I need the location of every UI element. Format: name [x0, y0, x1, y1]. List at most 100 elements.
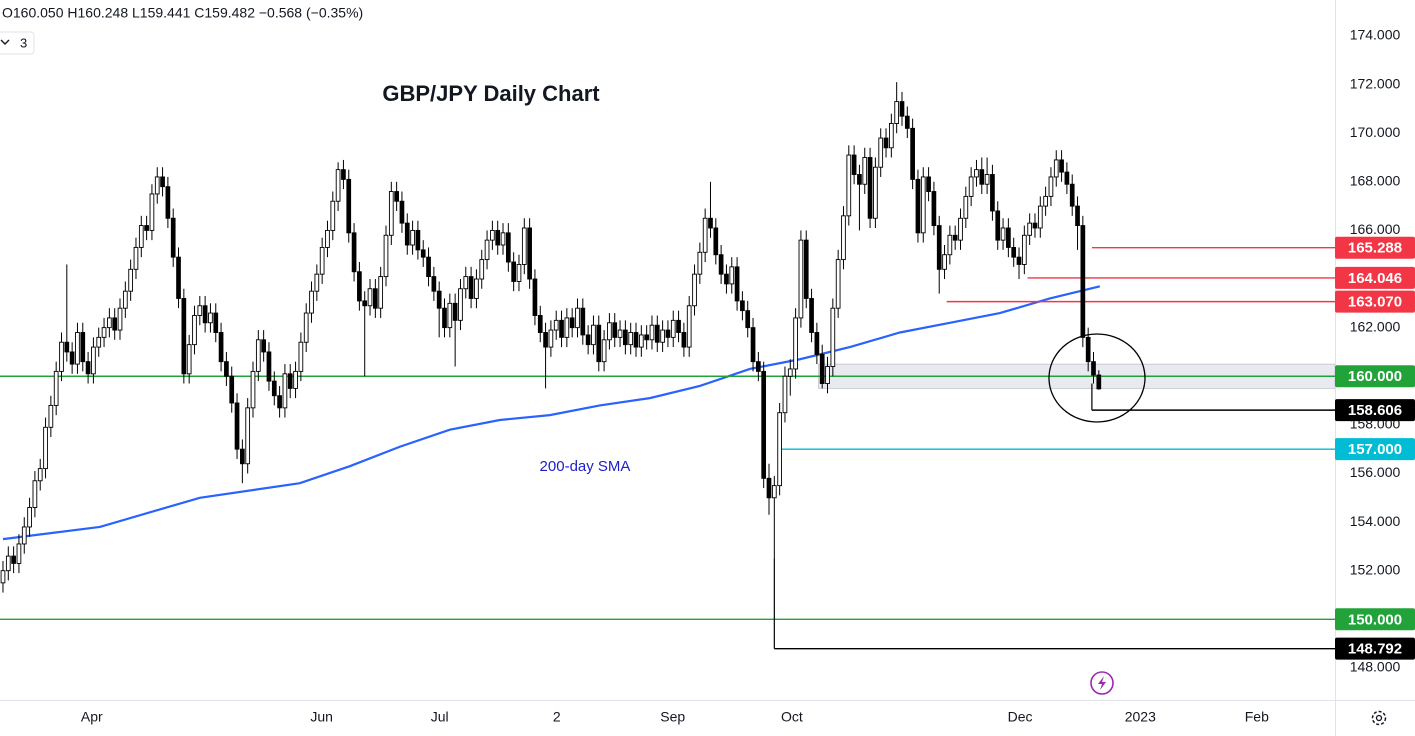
- candle-body: [27, 507, 32, 528]
- candle-body: [708, 217, 713, 229]
- candle-body: [101, 327, 107, 338]
- level-label: 163.070: [1348, 294, 1402, 311]
- candle-body: [314, 273, 320, 292]
- candle-body: [1016, 256, 1022, 265]
- candle-body: [617, 329, 623, 338]
- candle-body: [170, 217, 176, 258]
- candle-body: [591, 324, 596, 346]
- candle-body: [1075, 205, 1080, 227]
- candle-body: [878, 137, 884, 168]
- level-label-box: [1335, 399, 1415, 422]
- candle-body: [234, 402, 240, 450]
- candle-body: [383, 234, 389, 278]
- candle-body: [974, 169, 979, 178]
- candle-body: [309, 290, 314, 314]
- candle-body: [888, 123, 894, 149]
- candle-body: [585, 334, 591, 346]
- settings-icon[interactable]: [1371, 710, 1387, 726]
- candle-body: [21, 526, 27, 545]
- candle-body: [740, 300, 745, 312]
- candle-body: [1053, 159, 1059, 178]
- candle-body: [623, 329, 628, 346]
- candle-body: [756, 361, 761, 372]
- lightning-bolt[interactable]: [1098, 676, 1106, 690]
- candle-body: [851, 154, 857, 175]
- candle-body: [303, 312, 309, 343]
- candle-body: [117, 307, 123, 331]
- candle-body: [1021, 234, 1027, 265]
- level-label: 160.000: [1348, 368, 1402, 385]
- ohlc-legend: O160.050 H160.248 L159.441 C159.482 −0.5…: [2, 5, 363, 21]
- candle-body: [32, 480, 38, 508]
- candle-body: [537, 315, 543, 333]
- candle-body: [420, 249, 426, 258]
- candle-body: [931, 191, 937, 227]
- candle-body: [575, 307, 580, 329]
- candle-body: [1037, 205, 1043, 229]
- candle-body: [958, 217, 963, 241]
- candle-body: [569, 317, 575, 329]
- y-tick-label: 174.000: [1350, 27, 1401, 43]
- lightning-ring[interactable]: [1090, 671, 1114, 695]
- candle-body: [426, 256, 431, 278]
- candle-body: [330, 200, 336, 231]
- candle-body: [250, 370, 256, 409]
- candle-body: [596, 324, 602, 363]
- candle-body: [261, 339, 266, 353]
- candle-body: [282, 373, 288, 409]
- candle-body: [527, 227, 532, 280]
- candle-body: [782, 375, 788, 414]
- candle-body: [926, 176, 931, 192]
- candle-body: [208, 312, 213, 324]
- candle-body: [1043, 195, 1048, 207]
- candle-body: [154, 176, 160, 195]
- indicator-count[interactable]: 3: [20, 35, 27, 50]
- candle-body: [37, 468, 43, 482]
- candle-body: [107, 317, 112, 329]
- candle-body: [213, 312, 219, 333]
- gear-inner[interactable]: [1375, 714, 1383, 722]
- gear-outer[interactable]: [1371, 710, 1387, 726]
- candle-body: [415, 229, 421, 251]
- chevron-icon[interactable]: [0, 39, 10, 45]
- candle-body: [5, 555, 11, 572]
- candle-body: [484, 239, 490, 261]
- y-tick-label: 170.000: [1350, 124, 1401, 140]
- candle-body: [1048, 176, 1054, 197]
- candle-body: [85, 361, 91, 375]
- sma-line: [2, 285, 1101, 541]
- candle-body: [112, 317, 118, 331]
- candle-body: [676, 319, 681, 333]
- candle-body: [372, 288, 378, 309]
- candle-body: [69, 351, 75, 365]
- candle-body: [378, 276, 384, 309]
- candle-body: [1059, 159, 1064, 173]
- candle-body: [692, 273, 697, 307]
- candle-body: [479, 259, 485, 280]
- x-tick-label: Apr: [81, 709, 103, 725]
- collapse-button[interactable]: 3: [0, 31, 35, 55]
- candle-body: [809, 298, 814, 333]
- x-tick-label: Jul: [431, 709, 449, 725]
- candle-body: [240, 448, 245, 465]
- candle-body: [341, 169, 346, 180]
- candle-body: [287, 373, 293, 389]
- chart-title: GBP/JPY Daily Chart: [382, 81, 600, 106]
- candle-body: [697, 251, 703, 275]
- candle-body: [846, 154, 852, 217]
- collapse-box[interactable]: [0, 31, 35, 55]
- candle-body: [681, 332, 687, 348]
- candle-body: [367, 288, 373, 307]
- lightning-icon[interactable]: [1090, 671, 1114, 695]
- candle-body: [766, 477, 772, 499]
- candle-body: [745, 310, 751, 329]
- candle-body: [1096, 374, 1102, 390]
- candle-body: [873, 166, 878, 219]
- y-tick-label: 148.000: [1350, 659, 1401, 675]
- candle-body: [468, 276, 474, 299]
- candle-body: [686, 305, 692, 348]
- x-tick-label: Feb: [1245, 709, 1269, 725]
- candle-body: [516, 263, 522, 282]
- level-label-box: [1335, 438, 1415, 461]
- candle-body: [798, 239, 804, 319]
